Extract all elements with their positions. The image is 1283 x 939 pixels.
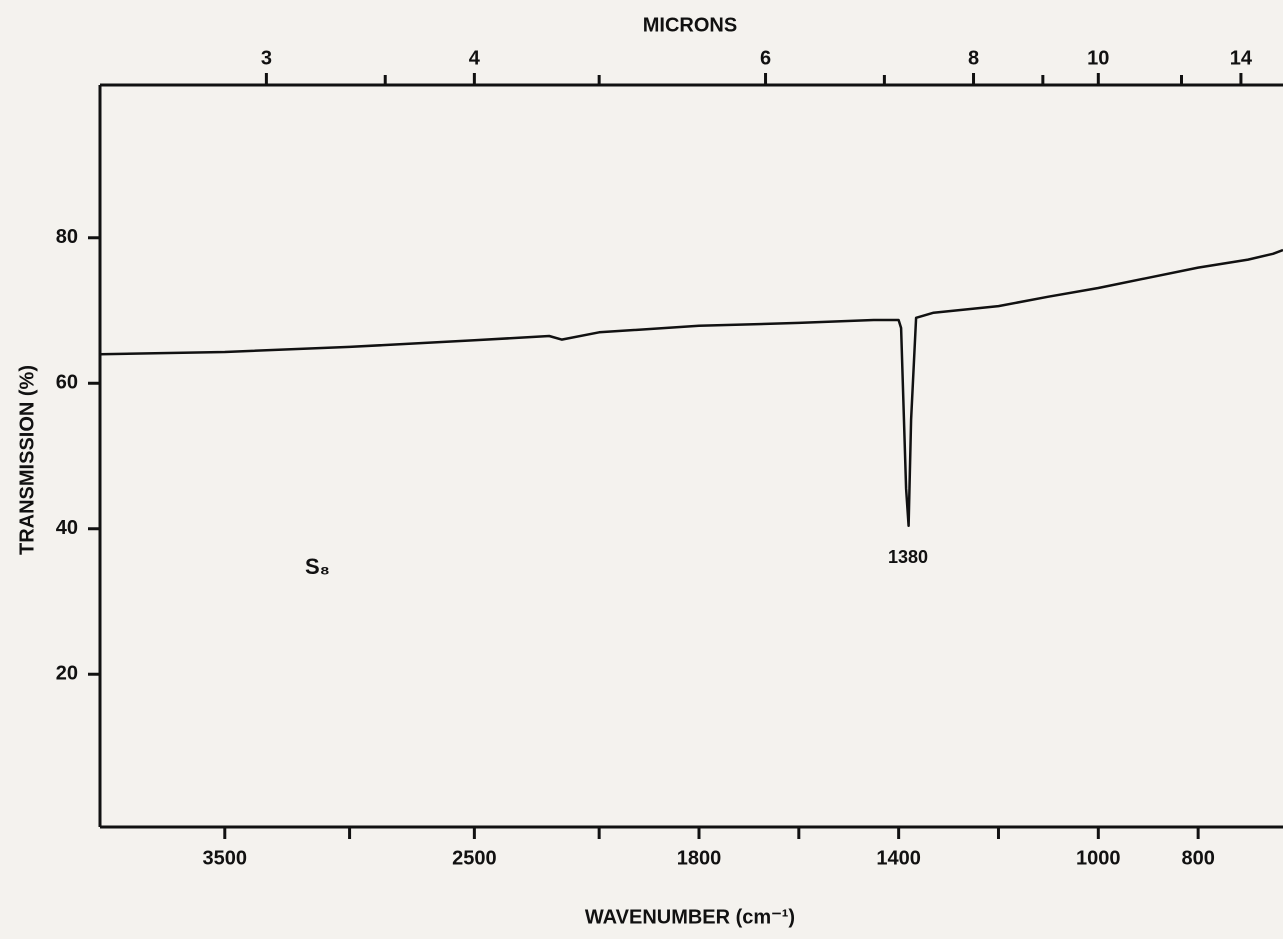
y-tick-label: 80: [56, 226, 78, 248]
compound-label: S₈: [305, 554, 330, 579]
top-tick-label: 6: [760, 47, 771, 69]
x-tick-label: 800: [1181, 847, 1214, 869]
y-tick-label: 20: [56, 663, 78, 685]
y-tick-label: 40: [56, 517, 78, 539]
peak-label: 1380: [888, 547, 928, 567]
y-tick-label: 60: [56, 372, 78, 394]
top-tick-label: 3: [261, 47, 272, 69]
top-tick-label: 8: [968, 47, 979, 69]
spectrum-line: [99, 248, 1283, 528]
top-tick-label: 4: [469, 47, 481, 69]
top-axis-title: MICRONS: [643, 14, 737, 36]
x-tick-label: 1800: [677, 847, 722, 869]
top-tick-label: 10: [1087, 47, 1109, 69]
x-tick-label: 1400: [876, 847, 921, 869]
x-tick-label: 2500: [452, 847, 497, 869]
y-axis-title: TRANSMISSION (%): [16, 365, 38, 555]
x-tick-label: 3500: [203, 847, 248, 869]
top-tick-label: 14: [1230, 47, 1253, 69]
x-tick-label: 1000: [1076, 847, 1121, 869]
x-axis-title: WAVENUMBER (cm⁻¹): [585, 906, 795, 928]
